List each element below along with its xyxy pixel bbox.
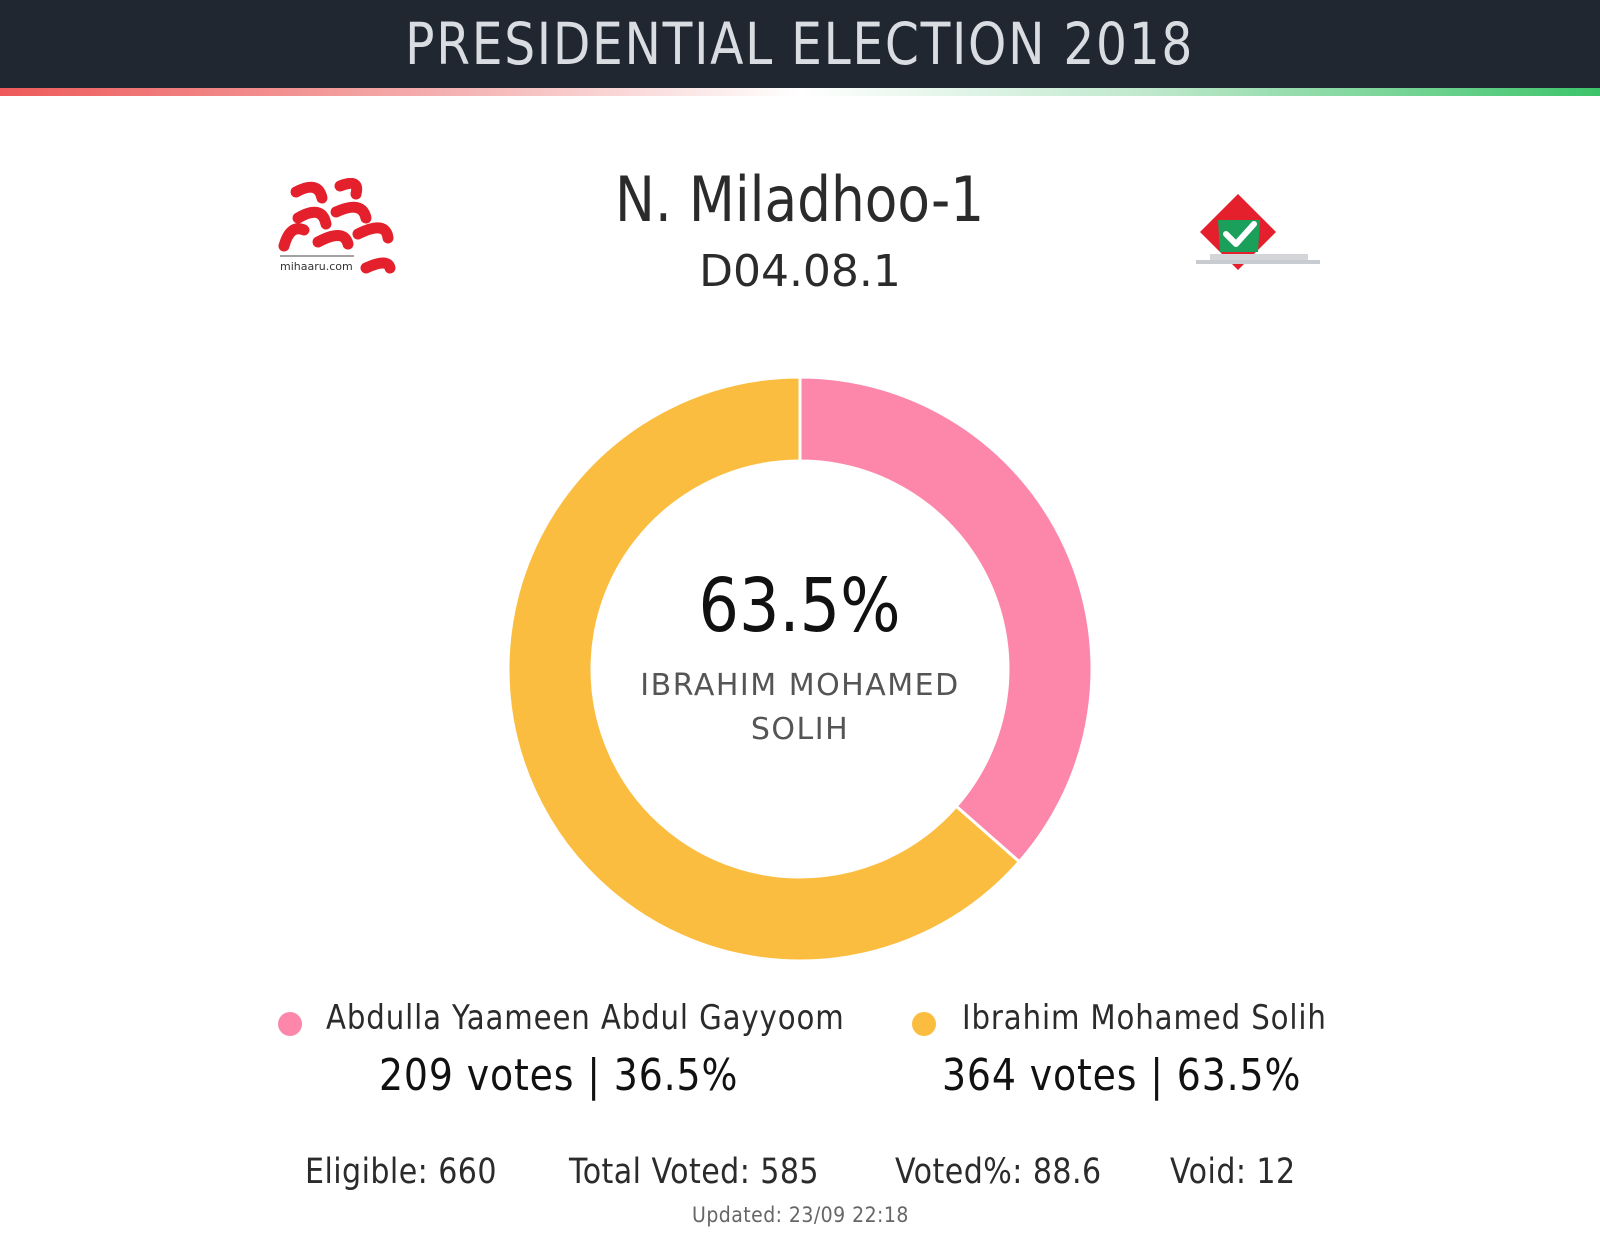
candidate-name-solih: Ibrahim Mohamed Solih (962, 998, 1327, 1038)
voted-percent: Voted%: 88.6 (895, 1152, 1102, 1192)
total-voted-count: Total Voted: 585 (569, 1152, 820, 1192)
eligible-count: Eligible: 660 (305, 1152, 497, 1192)
mihaaru-logo-text: mihaaru.com (280, 260, 353, 273)
donut-slice-yaameen (798, 375, 1094, 864)
winner-percent: 63.5% (698, 563, 902, 649)
page-title: PRESIDENTIAL ELECTION 2018 (405, 10, 1195, 78)
candidate-votes-yaameen: 209 votes | 36.5% (379, 1050, 739, 1101)
ballot-box-code: D04.08.1 (699, 246, 901, 297)
legend-dot-yaameen (278, 1012, 302, 1036)
mihaaru-logo: mihaaru.com (278, 178, 396, 274)
updated-timestamp: Updated: 23/09 22:18 (691, 1203, 909, 1227)
winner-name: IBRAHIM MOHAMED SOLIH (640, 668, 960, 747)
ballot-box-icon (1196, 194, 1320, 270)
header-bar: PRESIDENTIAL ELECTION 2018 (0, 0, 1600, 88)
header-stripe (0, 88, 1600, 96)
void-count: Void: 12 (1170, 1152, 1296, 1192)
candidate-votes-solih: 364 votes | 63.5% (942, 1050, 1302, 1101)
island-name: N. Miladhoo-1 (615, 163, 985, 236)
donut-slice-solih (506, 375, 1022, 963)
legend-dot-solih (912, 1012, 936, 1036)
candidate-name-yaameen: Abdulla Yaameen Abdul Gayyoom (326, 998, 845, 1038)
